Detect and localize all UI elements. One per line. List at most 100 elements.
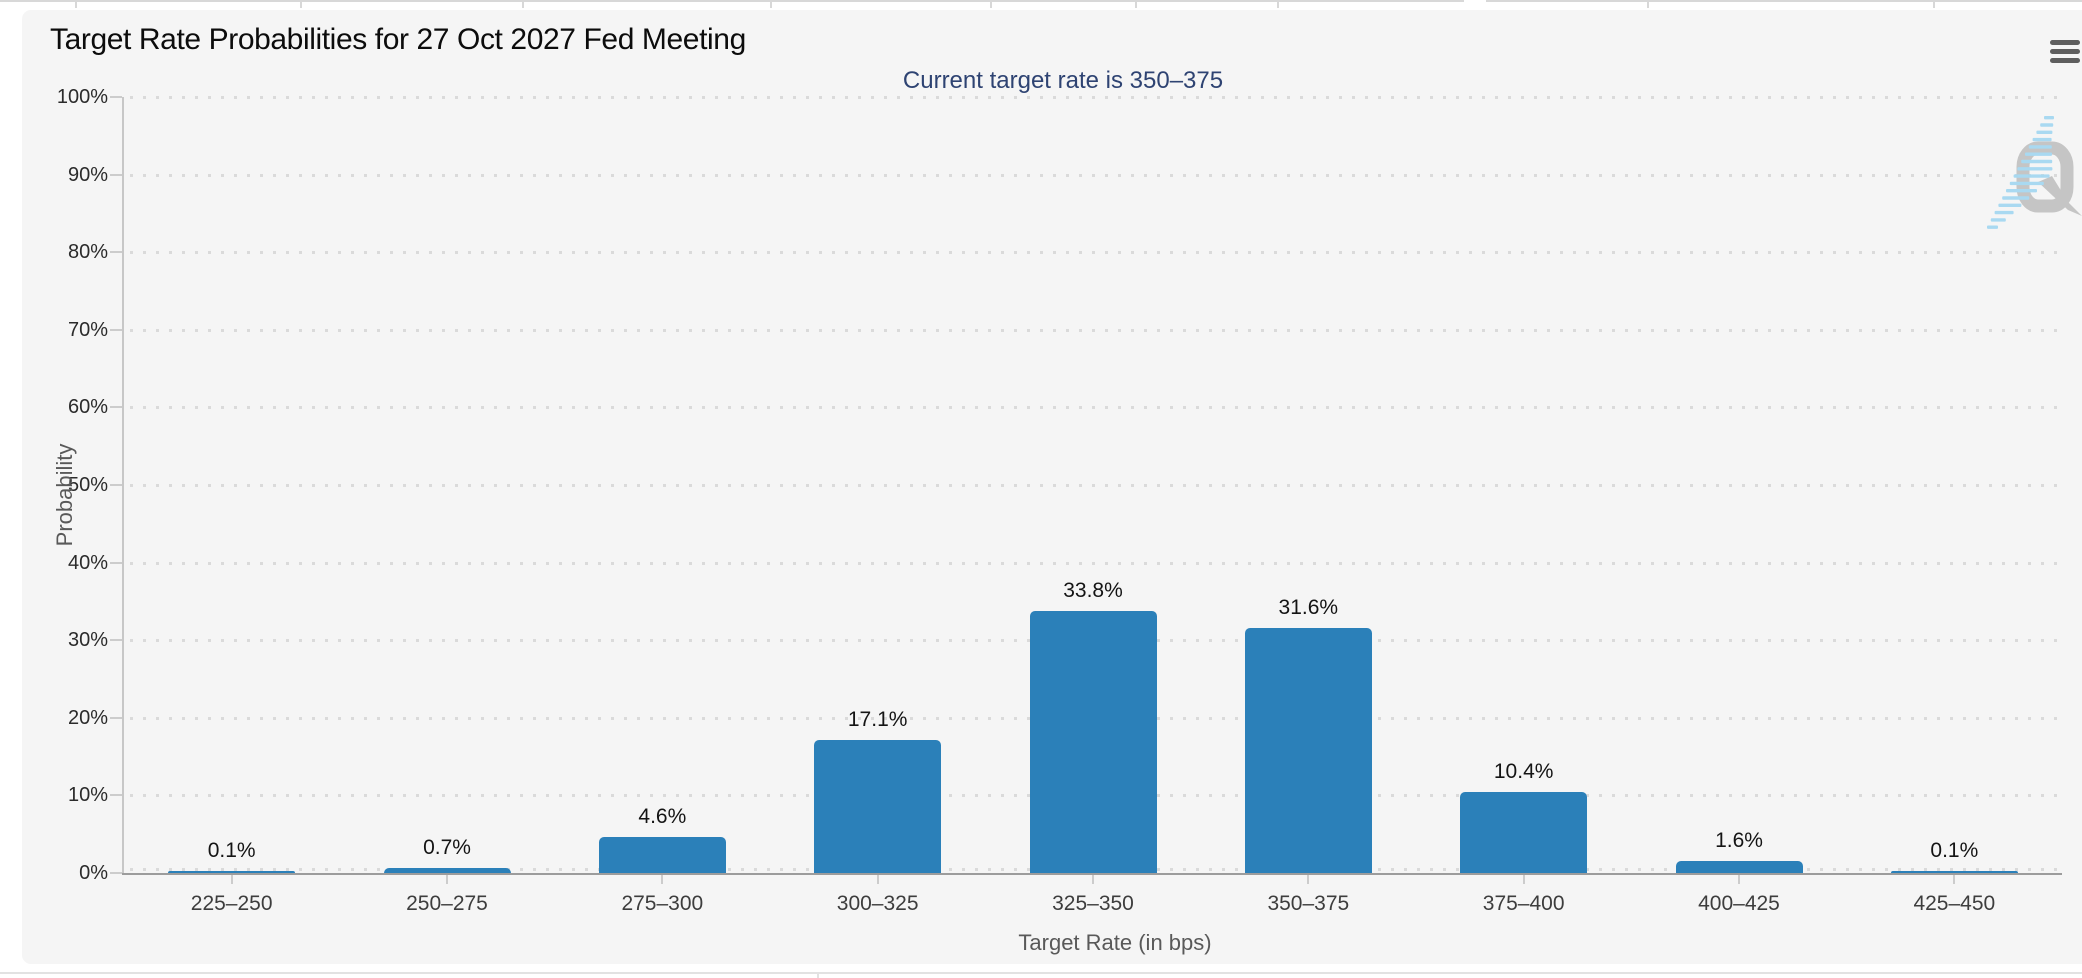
- gridline-70%: [130, 328, 2060, 332]
- watermark-hatch-dash: [2013, 174, 2050, 178]
- bar-value-label: 1.6%: [1715, 829, 1763, 852]
- y-axis-tick-mark: [110, 639, 122, 642]
- y-axis-tick-mark: [110, 173, 122, 176]
- bar-value-label: 17.1%: [847, 708, 908, 731]
- divider: [0, 972, 2082, 974]
- watermark-hatch-dash: [2017, 167, 2053, 171]
- y-axis-tick-label: 80%: [67, 241, 108, 264]
- plot-area: 0% 10% 20% 30% 40% 50% 60% 70% 80% 90% 100% 0.1% 225…: [22, 10, 2082, 964]
- y-axis-line: [122, 97, 124, 873]
- divider: [1135, 0, 1137, 8]
- gridline-100%: [130, 96, 2060, 99]
- divider: [1933, 0, 1935, 8]
- x-axis-category-label: 400–425: [1698, 892, 1780, 915]
- gridline-50%: [130, 484, 2060, 487]
- y-axis-tick-mark: [110, 561, 122, 564]
- hamburger-menu-icon: [2050, 57, 2080, 63]
- bar-value-label: 0.7%: [423, 836, 471, 859]
- x-axis-category-label: 275–300: [621, 892, 704, 915]
- x-axis-tick-mark: [876, 875, 879, 884]
- bar-value-label: 4.6%: [638, 805, 687, 828]
- y-axis-tick-mark: [110, 406, 122, 409]
- watermark-hatch-dash: [2009, 181, 2044, 186]
- watermark-hatch-dash: [2036, 130, 2053, 134]
- y-axis-tick-label: 40%: [67, 551, 108, 574]
- x-axis-category-label: 250–275: [406, 892, 488, 915]
- content-below-sliver: [0, 964, 2082, 978]
- divider: [1486, 0, 2082, 2]
- quikstrike-logo-watermark: [1987, 116, 2082, 229]
- watermark-hatch-dash: [1990, 218, 2006, 222]
- divider: [522, 0, 524, 8]
- y-axis-tick-label: 20%: [67, 706, 108, 729]
- y-axis-tick-mark: [110, 794, 122, 797]
- x-axis-tick-mark: [1738, 875, 1740, 884]
- watermark-hatch-dash: [2028, 145, 2052, 149]
- y-axis-tick-mark: [110, 96, 122, 98]
- bar-value-label: 0.1%: [207, 839, 256, 862]
- x-axis-category-label: 300–325: [836, 892, 919, 915]
- y-axis-tick-label: 90%: [67, 163, 108, 186]
- x-axis-line: [122, 873, 2062, 875]
- hamburger-menu-icon: [2050, 39, 2080, 45]
- bar-value-label: 33.8%: [1063, 579, 1123, 602]
- bar-275–300[interactable]: [598, 837, 726, 873]
- x-axis-tick-mark: [1092, 875, 1094, 884]
- x-axis-category-label: 425–450: [1913, 892, 1996, 915]
- bar-250–275[interactable]: [383, 868, 511, 873]
- chart-card: Target Rate Probabilities for 27 Oct 202…: [22, 10, 2082, 964]
- y-axis-tick-mark: [110, 872, 122, 874]
- bar-425–450[interactable]: [1890, 871, 2018, 873]
- x-axis-category-label: 350–375: [1267, 892, 1350, 915]
- divider: [300, 0, 302, 8]
- y-axis-title: Probability: [52, 443, 77, 547]
- watermark-hatch-dash: [1987, 225, 1998, 229]
- y-axis-tick-label: 10%: [67, 784, 108, 807]
- chart-menu-button[interactable]: [2042, 30, 2082, 72]
- y-axis-tick-label: 70%: [67, 318, 108, 341]
- divider: [990, 0, 992, 8]
- gridline-80%: [130, 251, 2060, 255]
- x-axis-category-label: 375–400: [1482, 892, 1565, 915]
- watermark-hatch-dash: [2040, 123, 2054, 127]
- bar-300–325[interactable]: [814, 740, 942, 873]
- divider: [1647, 0, 1649, 8]
- bar-value-label: 31.6%: [1278, 596, 1339, 619]
- x-axis-tick-mark: [446, 875, 448, 884]
- watermark-hatch-dash: [2032, 137, 2052, 142]
- watermark-hatch-dash: [2044, 116, 2054, 120]
- x-axis-tick-mark: [661, 875, 664, 884]
- watermark-hatch-dash: [2006, 189, 2037, 193]
- chart-subtitle: Current target rate is 350–375: [902, 67, 1224, 94]
- bar-400–425[interactable]: [1675, 861, 1803, 873]
- y-axis-tick-label: 0%: [79, 862, 108, 884]
- table-above-sliver: [0, 0, 2082, 9]
- y-axis-tick-mark: [110, 251, 122, 254]
- divider: [0, 0, 1464, 2]
- bar-375–400[interactable]: [1460, 792, 1588, 873]
- watermark-hatch-lines: [1987, 116, 2054, 229]
- bar-225–250[interactable]: [168, 871, 296, 873]
- y-axis-tick-mark: [110, 328, 122, 331]
- divider: [770, 0, 772, 8]
- divider: [75, 0, 77, 8]
- y-axis-tick-label: 50%: [67, 474, 108, 496]
- bar-325–350[interactable]: [1029, 611, 1157, 873]
- x-axis-tick-mark: [1522, 875, 1525, 884]
- watermark-hatch-dash: [2002, 196, 2030, 200]
- x-axis-tick-mark: [1953, 875, 1956, 884]
- bar-350–375[interactable]: [1244, 628, 1372, 873]
- y-axis-tick-mark: [110, 716, 122, 719]
- gridline-40%: [130, 561, 2060, 565]
- watermark-hatch-dash: [2025, 152, 2052, 156]
- hamburger-menu-icon: [2050, 48, 2080, 54]
- watermark-hatch-dash: [1994, 210, 2014, 215]
- y-axis-tick-mark: [110, 484, 122, 486]
- bar-value-label: 10.4%: [1493, 760, 1554, 783]
- gridline-60%: [130, 406, 2060, 410]
- gridline-90%: [130, 173, 2060, 177]
- y-axis-tick-label: 30%: [67, 629, 108, 652]
- chart-title: Target Rate Probabilities for 27 Oct 202…: [50, 23, 746, 56]
- x-axis-tick-mark: [1307, 875, 1310, 884]
